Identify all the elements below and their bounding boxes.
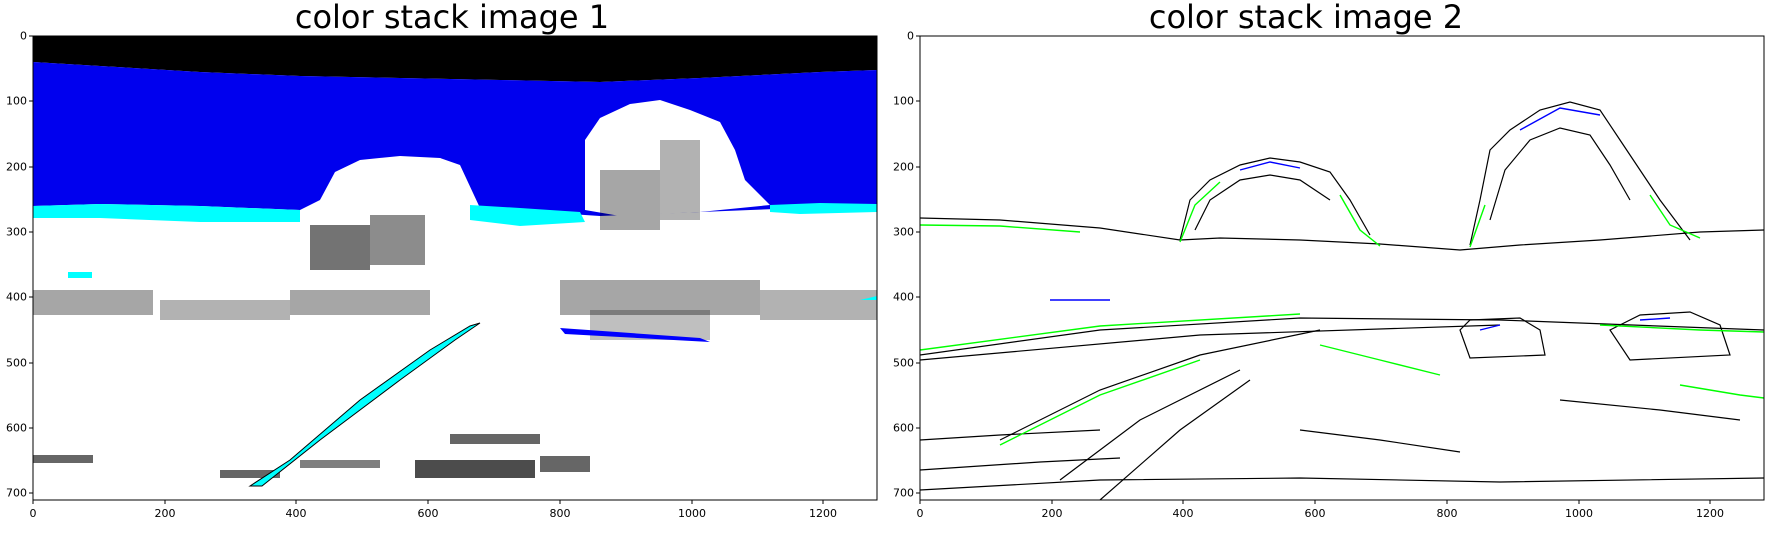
panel1-ytick: 300 <box>6 225 27 239</box>
panel2-title: color stack image 2 <box>1148 0 1464 36</box>
panel1-xtick: 1200 <box>809 507 837 520</box>
panel2-xtick: 800 <box>1436 507 1458 520</box>
panel2-ytick: 200 <box>893 160 914 174</box>
panel2-xtick: 1200 <box>1696 507 1724 520</box>
panel1-ytick: 600 <box>6 421 27 435</box>
panel1-image <box>33 36 877 500</box>
panel1-xtick: 800 <box>549 507 571 520</box>
panel2-xtick: 0 <box>916 507 924 520</box>
panel1-ytick: 400 <box>6 290 27 304</box>
panel1-xtick: 1000 <box>678 507 706 520</box>
panel2-image <box>920 36 1764 500</box>
panel2-tick-marks <box>916 35 1711 504</box>
panel1-horizon-cyan <box>33 204 300 222</box>
panel2-xtick: 200 <box>1041 507 1063 520</box>
panel1-ytick: 200 <box>6 160 27 174</box>
panel2-ytick: 600 <box>893 421 914 435</box>
panel1-ytick: 500 <box>6 356 27 370</box>
panel1-ytick: 100 <box>6 94 27 108</box>
panel1-frame <box>32 35 878 501</box>
panel1-xtick: 0 <box>29 507 37 520</box>
panel1-sky-black <box>33 36 877 82</box>
panel1-title: color stack image 1 <box>294 0 610 36</box>
panel2-ytick: 300 <box>893 225 914 239</box>
panel2-xtick: 1000 <box>1565 507 1593 520</box>
panel1-lane-line <box>248 322 481 487</box>
panel2-ytick: 0 <box>907 29 914 43</box>
panel2-ytick: 700 <box>893 486 914 500</box>
panel2-ytick: 100 <box>893 94 914 108</box>
panel1-xtick: 400 <box>285 507 307 520</box>
panel1-ytick: 0 <box>20 29 27 43</box>
panel2-xtick: 600 <box>1304 507 1326 520</box>
panel2-ytick: 400 <box>893 290 914 304</box>
panel1-xtick: 600 <box>417 507 439 520</box>
panel1-tick-marks <box>29 35 824 504</box>
panel2-xtick: 400 <box>1172 507 1194 520</box>
panel1-ytick: 700 <box>6 486 27 500</box>
panel2-frame <box>919 35 1765 501</box>
panel2-ytick: 500 <box>893 356 914 370</box>
panel1-xtick: 200 <box>154 507 176 520</box>
